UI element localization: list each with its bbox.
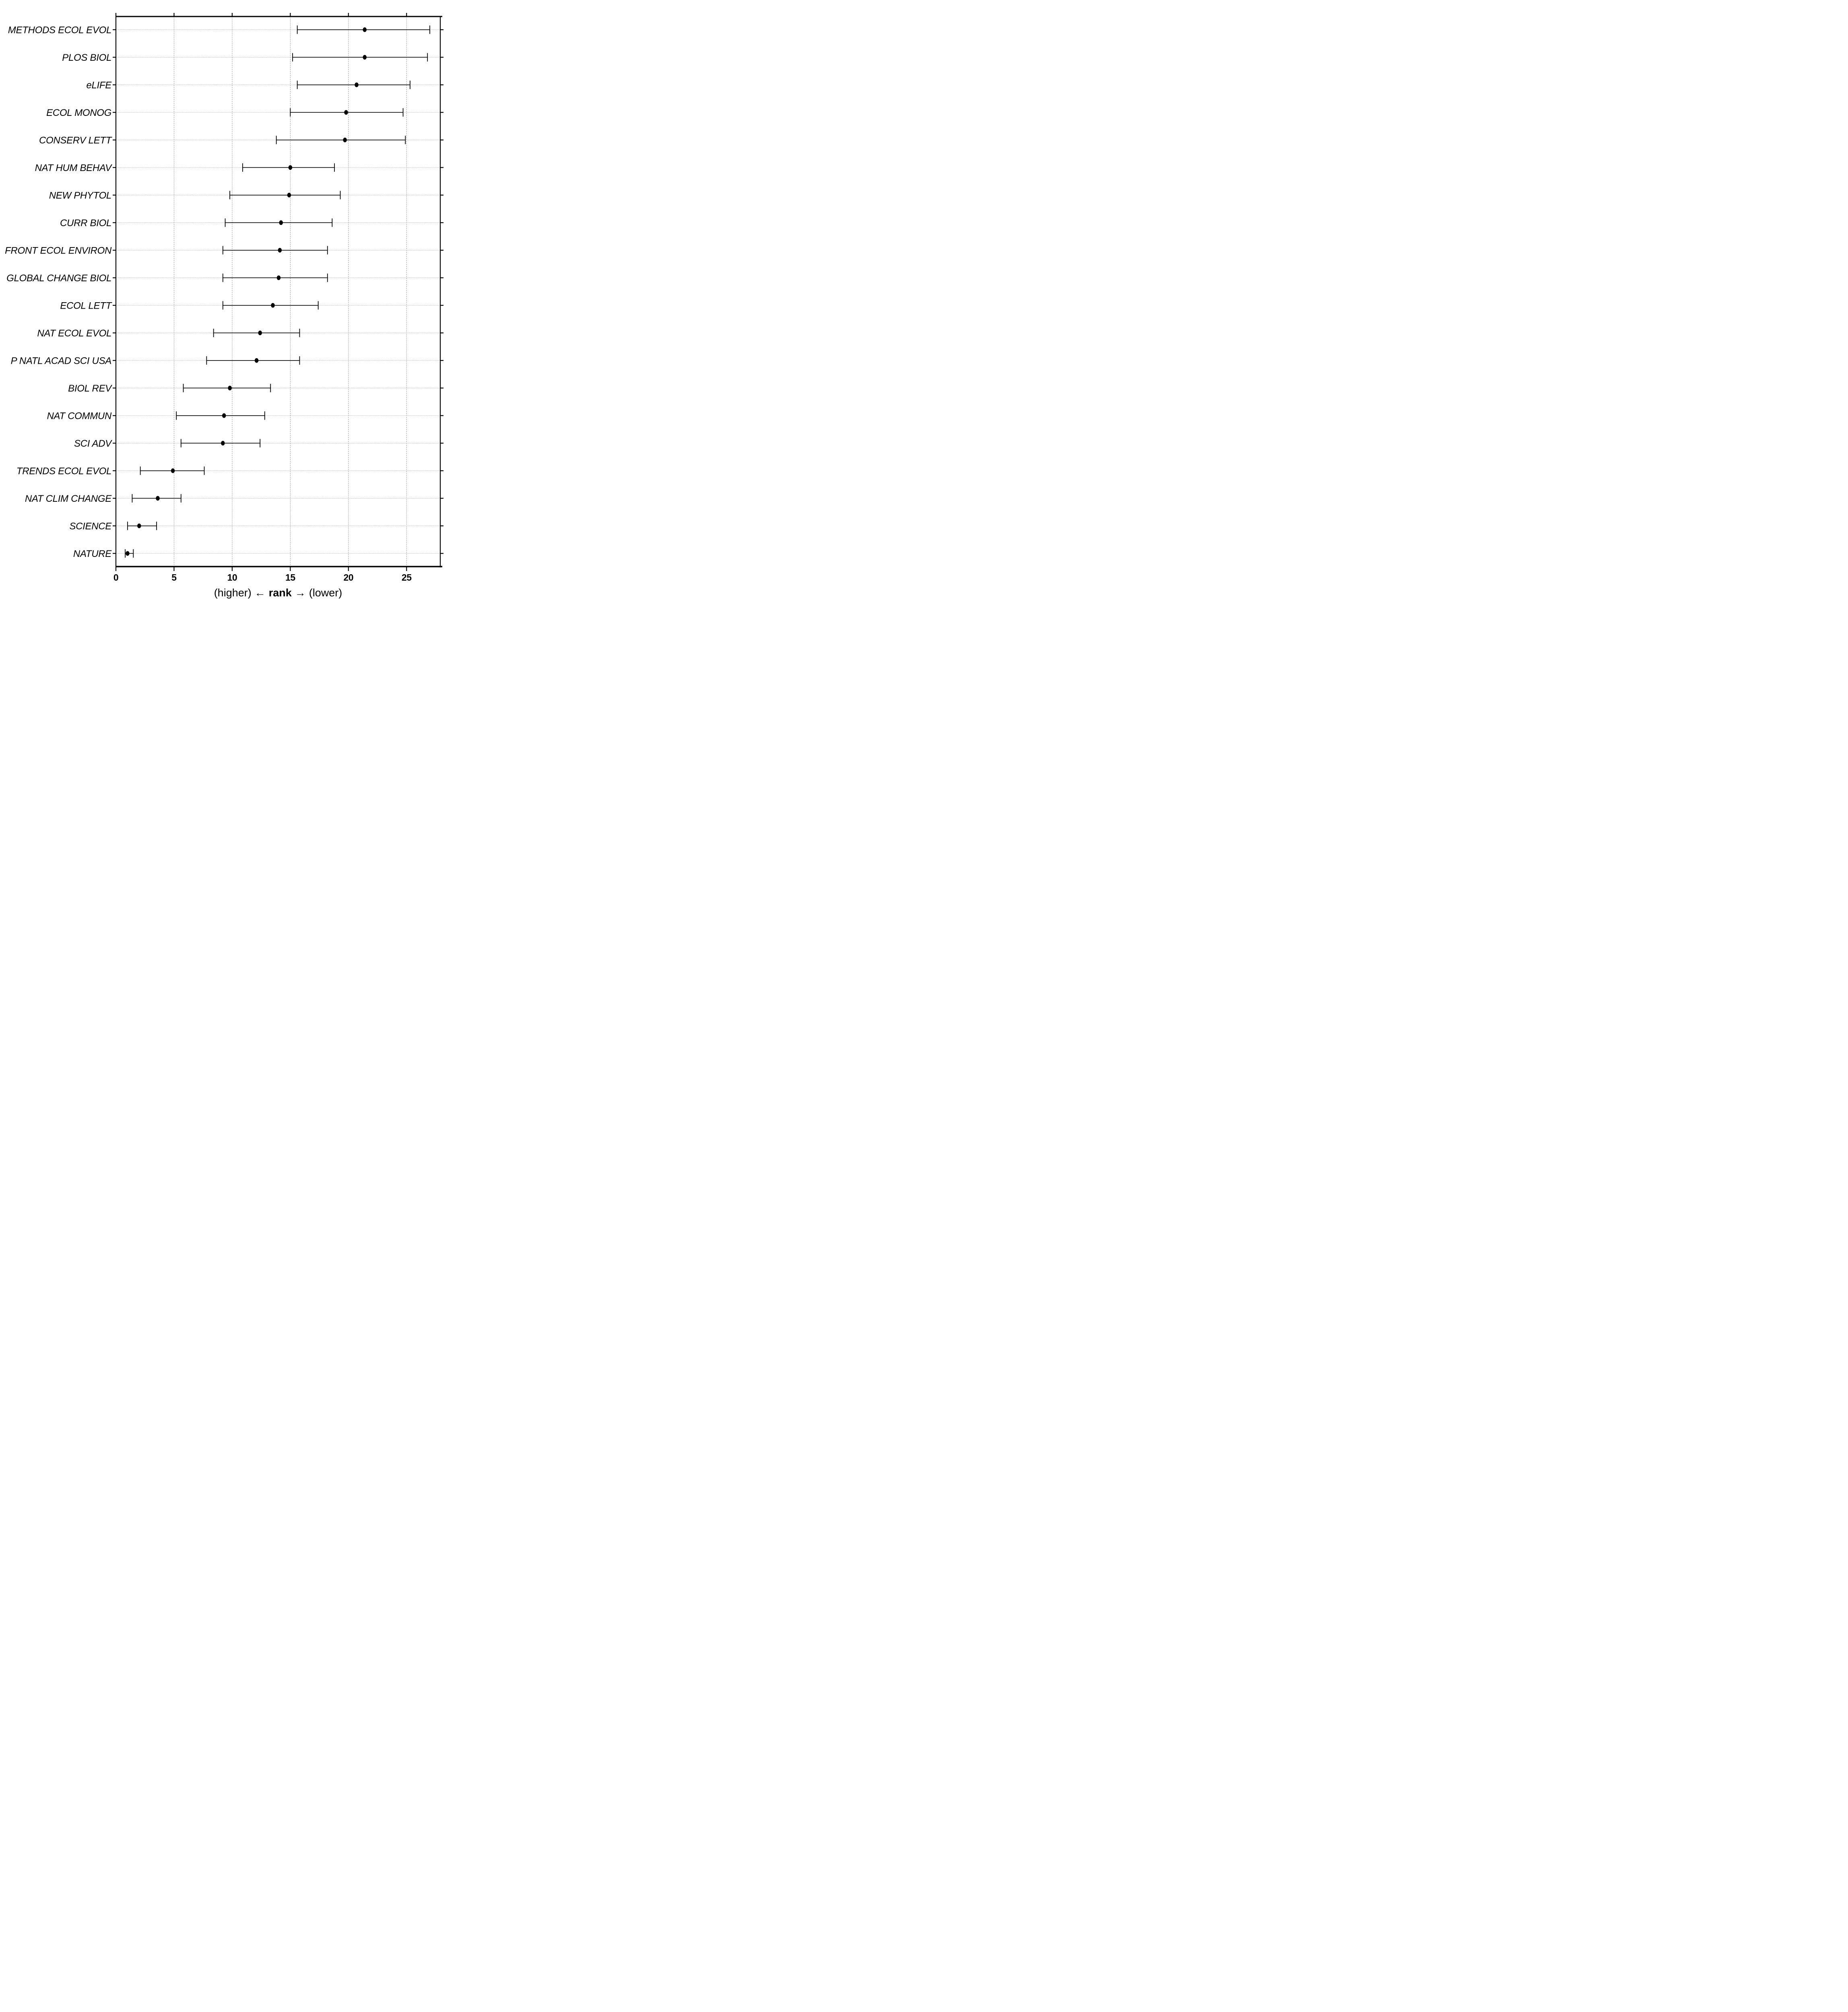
data-point (258, 330, 262, 336)
row-label: eLIFE (86, 80, 112, 91)
data-point (221, 441, 225, 446)
x-axis-title-higher: (higher) (214, 587, 252, 599)
journal-rank-dot-plot: 0 5 10 15 20 25 METHODS ECOL EVOL PLOS BIOL eLIF… (5, 13, 443, 583)
data-point (254, 358, 259, 363)
x-tick-label: 25 (402, 572, 412, 583)
data-point (271, 303, 275, 308)
row-label: SCIENCE (69, 521, 112, 532)
row-label: NAT COMMUN (47, 410, 112, 421)
right-arrow-icon: → (295, 587, 306, 599)
row-label: NAT HUM BEHAV (35, 163, 113, 173)
x-tick-label: 20 (343, 572, 353, 583)
x-axis-title-lower: (lower) (309, 587, 342, 599)
row-label: CURR BIOL (60, 218, 111, 229)
row-label: TRENDS ECOL EVOL (16, 466, 111, 476)
data-point (287, 193, 291, 198)
data-point (156, 496, 160, 501)
row-label: NATURE (73, 548, 112, 559)
x-tick-label: 5 (171, 572, 177, 583)
data-point (222, 413, 226, 418)
left-arrow-icon: ← (254, 587, 266, 599)
data-point (363, 27, 367, 32)
row-label: NAT ECOL EVOL (37, 328, 111, 339)
x-tick-label: 10 (227, 572, 237, 583)
row-label: NAT CLIM CHANGE (25, 493, 112, 504)
row-label: ECOL MONOG (46, 107, 111, 118)
data-point (279, 220, 283, 225)
x-axis-title: (higher) ← rank → (lower) (116, 587, 440, 599)
row-label: BIOL REV (68, 383, 112, 394)
row-label: PLOS BIOL (62, 52, 111, 63)
x-axis-title-rank: rank (268, 587, 292, 599)
data-point (228, 385, 232, 391)
data-point (171, 468, 175, 473)
data-point (137, 524, 141, 528)
data-point (343, 138, 347, 142)
row-label: CONSERV LETT (39, 135, 113, 146)
data-point (344, 110, 348, 115)
row-label: NEW PHYTOL (49, 190, 111, 201)
data-point (288, 165, 293, 170)
row-label: ECOL LETT (60, 300, 112, 311)
data-point (126, 551, 130, 556)
journal-rank-figure: 0 5 10 15 20 25 METHODS ECOL EVOL PLOS BIOL eLIF… (0, 0, 462, 604)
data-point (363, 55, 367, 60)
row-label: GLOBAL CHANGE BIOL (6, 273, 111, 284)
x-tick-label: 0 (113, 572, 118, 583)
row-label: SCI ADV (74, 438, 112, 449)
row-label: P NATL ACAD SCI USA (11, 355, 111, 366)
row-label: FRONT ECOL ENVIRON (5, 245, 112, 256)
data-point (278, 248, 282, 253)
data-point (276, 275, 281, 280)
data-point (355, 82, 359, 87)
x-tick-label: 15 (285, 572, 295, 583)
row-label: METHODS ECOL EVOL (8, 25, 111, 35)
